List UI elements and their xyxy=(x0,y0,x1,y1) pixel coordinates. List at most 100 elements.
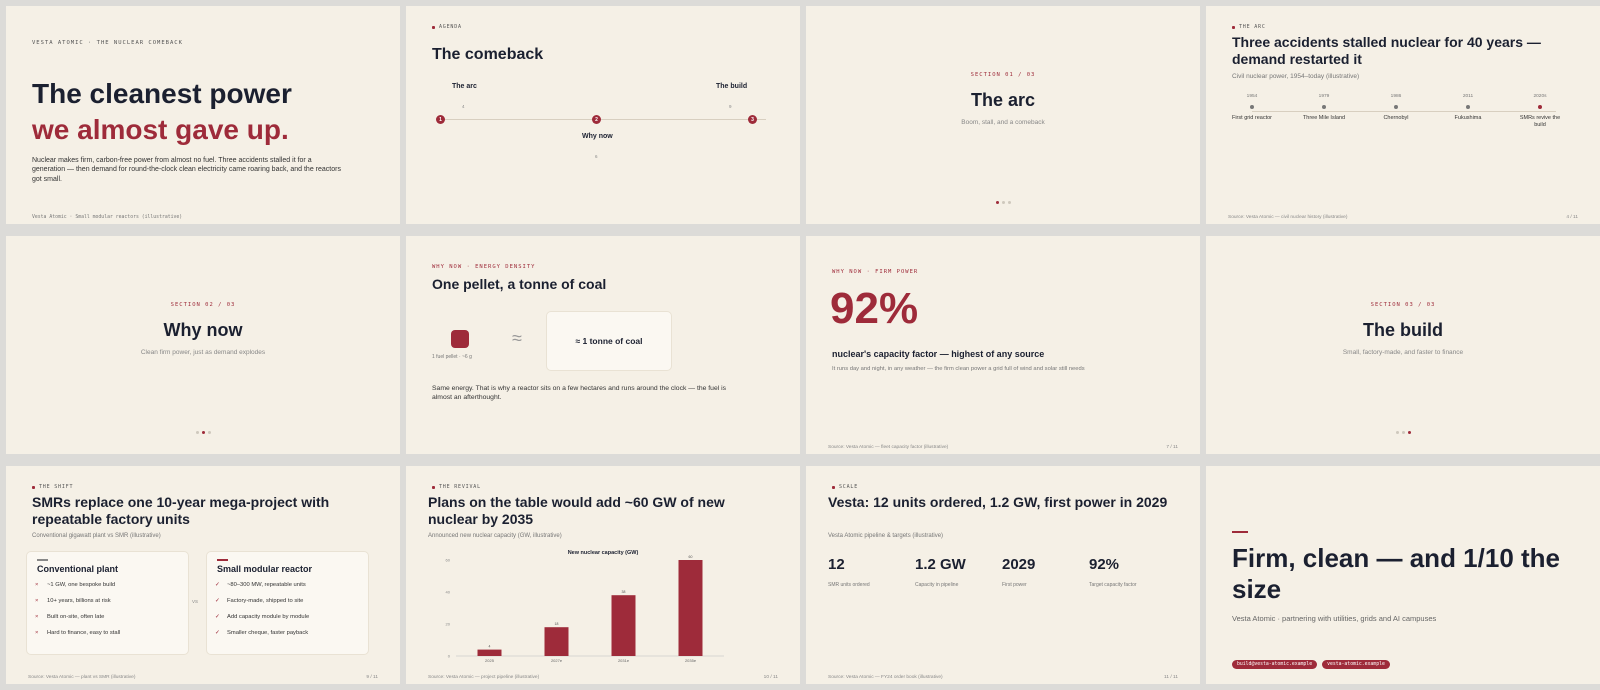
list-item: ✓ Factory-made, shipped to site xyxy=(215,598,309,614)
vs-label: VS xyxy=(192,599,199,604)
slide-section-1[interactable]: SECTION 01 / 03 The arc Boom, stall, and… xyxy=(806,6,1200,224)
bar-2027e xyxy=(544,627,569,656)
kicker-text: THE ARC xyxy=(1239,24,1266,30)
slide-footer: Source: Vesta Atomic — plant vs SMR (ill… xyxy=(28,675,378,680)
section-title: The arc xyxy=(970,90,1036,110)
slide-title-text: The comeback xyxy=(432,46,544,63)
section-sub: Boom, stall, and a comeback xyxy=(961,119,1045,126)
slide-title-text: SMRs replace one 10-year mega-project wi… xyxy=(32,494,330,527)
chart-title: New nuclear capacity (GW) xyxy=(567,550,639,556)
bar-2025 xyxy=(477,649,502,656)
slide-chart[interactable]: THE REVIVAL Plans on the table would add… xyxy=(406,466,800,684)
website-pill[interactable]: vesta-atomic.example xyxy=(1322,660,1390,669)
list-item: × Built on-site, often late xyxy=(35,614,120,630)
closing-title: Firm, clean — and 1/10 the size xyxy=(1232,543,1560,604)
cross-icon: × xyxy=(35,614,39,620)
pellet-label: 1 fuel pellet · ~6 g xyxy=(432,354,472,360)
slide-section-2[interactable]: SECTION 02 / 03 Why now Clean firm power… xyxy=(6,236,400,454)
slide-footer: Source: Vesta Atomic — civil nuclear his… xyxy=(1228,215,1578,220)
slide-footer: Source: Vesta Atomic — project pipeline … xyxy=(428,675,778,680)
agenda-label-2: Why now xyxy=(582,133,613,140)
slide-closing[interactable]: Firm, clean — and 1/10 the size Vesta At… xyxy=(1206,466,1600,684)
check-icon: ✓ xyxy=(215,614,220,620)
bar-value-label: 4 xyxy=(489,645,491,649)
bar-value-label: 38 xyxy=(622,590,626,594)
x-tick-label: 2035e xyxy=(685,658,697,663)
slide-energy-density[interactable]: WHY NOW · ENERGY DENSITY One pellet, a t… xyxy=(406,236,800,454)
card-title: Small modular reactor xyxy=(217,564,313,574)
list-item: ✓ Add capacity module by module xyxy=(215,614,309,630)
y-tick-label: 40 xyxy=(446,590,451,595)
stat-first-power: 2029 First power xyxy=(1002,556,1036,588)
card-accent xyxy=(37,559,48,561)
email-pill[interactable]: build@vesta-atomic.example xyxy=(1232,660,1318,669)
x-tick-label: 2031e xyxy=(618,658,630,663)
slide-agenda[interactable]: AGENDA The comeback 1 2 3 The arc 4 Why … xyxy=(406,6,800,224)
timeline-event: 1979 Three Mile Island xyxy=(1302,94,1346,121)
check-icon: ✓ xyxy=(215,598,220,604)
slide-kicker: AGENDA xyxy=(432,24,462,30)
energy-body: Same energy. That is why a reactor sits … xyxy=(432,385,727,402)
slide-kicker: THE REVIVAL xyxy=(432,484,481,490)
bar-value-label: 60 xyxy=(689,555,693,559)
slide-grid: VESTA ATOMIC · THE NUCLEAR COMEBACK The … xyxy=(6,6,1600,684)
title-line-1: The cleanest power xyxy=(32,78,292,109)
agenda-label-1: The arc xyxy=(452,83,477,90)
kicker-text: THE SHIFT xyxy=(39,484,74,490)
title-line-2: we almost gave up. xyxy=(32,114,289,145)
slide-kicker: WHY NOW · ENERGY DENSITY xyxy=(432,264,536,270)
bar-2031e xyxy=(611,595,636,656)
agenda-page-1: 4 xyxy=(462,104,465,109)
slide-title[interactable]: VESTA ATOMIC · THE NUCLEAR COMEBACK The … xyxy=(6,6,400,224)
conventional-card: Conventional plant × ~1 GW, one bespoke b… xyxy=(26,551,189,655)
intro-text: Nuclear makes firm, carbon-free power fr… xyxy=(32,157,341,183)
agenda-node-1[interactable]: 1 xyxy=(436,115,445,124)
card-accent xyxy=(217,559,228,561)
agenda-label-3: The build xyxy=(716,83,748,90)
check-icon: ✓ xyxy=(215,582,220,588)
agenda-node-2[interactable]: 2 xyxy=(592,115,601,124)
kicker-text: AGENDA xyxy=(439,24,462,30)
list-item: × ~1 GW, one bespoke build xyxy=(35,582,120,598)
list-item: ✓ ~80–300 MW, repeatable units xyxy=(215,582,309,598)
section-title: Why now xyxy=(163,320,243,340)
x-tick-label: 2025 xyxy=(485,658,495,663)
coal-card: ≈ 1 tonne of coal xyxy=(546,311,672,371)
slide-section-3[interactable]: SECTION 03 / 03 The build Small, factory… xyxy=(1206,236,1600,454)
capacity-sub: It runs day and night, in any weather — … xyxy=(832,366,1085,372)
section-sub: Clean firm power, just as demand explode… xyxy=(140,349,266,356)
slide-compare[interactable]: THE SHIFT SMRs replace one 10-year mega-… xyxy=(6,466,400,684)
slide-stats[interactable]: SCALE Vesta: 12 units ordered, 1.2 GW, f… xyxy=(806,466,1200,684)
card-list: ✓ ~80–300 MW, repeatable units ✓ Factory-m… xyxy=(215,582,309,646)
progress-dots xyxy=(6,431,400,434)
slide-sub: Vesta Atomic pipeline & targets (illustr… xyxy=(828,533,944,539)
timeline-event: 1986 Chernobyl xyxy=(1383,94,1409,121)
list-item: ✓ Smaller cheque, faster payback xyxy=(215,630,309,646)
cross-icon: × xyxy=(35,582,39,588)
list-item: × 10+ years, billions at risk xyxy=(35,598,120,614)
timeline-event: 2020s SMRs revive the build xyxy=(1519,94,1561,129)
agenda-node-3[interactable]: 3 xyxy=(748,115,757,124)
slide-sub: Conventional gigawatt plant vs SMR (illu… xyxy=(32,533,161,539)
closing-sub: Vesta Atomic · partnering with utilities… xyxy=(1232,614,1437,623)
y-tick-label: 60 xyxy=(446,558,451,563)
progress-dots xyxy=(1206,431,1600,434)
slide-kicker: SCALE xyxy=(832,484,858,490)
accent-dot xyxy=(432,25,435,29)
cross-icon: × xyxy=(35,630,39,636)
slide-footer: Source: Vesta Atomic — fleet capacity fa… xyxy=(828,445,1178,450)
slide-kicker: VESTA ATOMIC · THE NUCLEAR COMEBACK xyxy=(32,40,183,46)
slide-sub: Civil nuclear power, 1954–today (illustr… xyxy=(1232,73,1360,80)
slide-timeline[interactable]: THE ARC Three accidents stalled nuclear … xyxy=(1206,6,1600,224)
accent-bar xyxy=(1232,531,1248,533)
slide-firm-power[interactable]: WHY NOW · FIRM POWER 92% nuclear's capac… xyxy=(806,236,1200,454)
slide-title-text: Plans on the table would add ~60 GW of n… xyxy=(428,494,725,527)
section-kicker: SECTION 01 / 03 xyxy=(970,72,1036,78)
capacity-factor-value: 92% xyxy=(830,284,919,333)
list-item: × Hard to finance, easy to stall xyxy=(35,630,120,646)
timeline-line xyxy=(1252,111,1556,112)
slide-title-text: One pellet, a tonne of coal xyxy=(432,276,607,292)
progress-dots xyxy=(806,201,1200,204)
section-kicker: SECTION 03 / 03 xyxy=(1370,302,1436,308)
card-title: Conventional plant xyxy=(37,564,118,574)
